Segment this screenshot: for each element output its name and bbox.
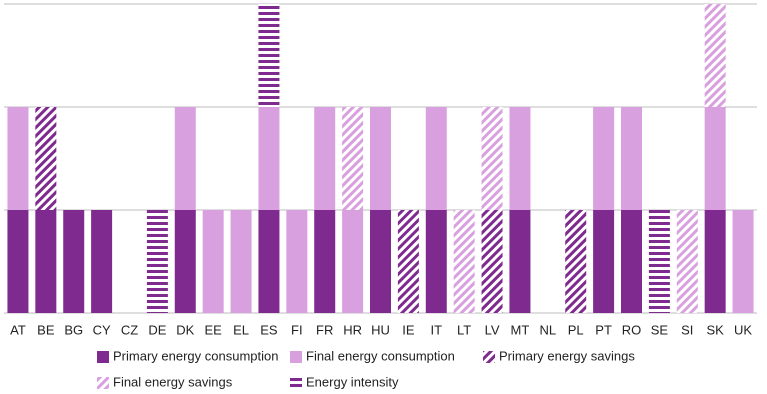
bar-segment (481, 107, 503, 210)
x-tick-label: HU (371, 322, 390, 337)
bar-segment (258, 210, 280, 313)
bar-segment (453, 210, 475, 313)
legend-label: Primary energy consumption (113, 348, 278, 363)
bar-segment (425, 107, 447, 210)
bar-segment (91, 210, 113, 313)
x-tick-label: IT (430, 322, 442, 337)
x-tick-label: EL (233, 322, 249, 337)
legend-label: Energy intensity (306, 374, 399, 389)
x-tick-label: IE (402, 322, 415, 337)
legend-swatch (483, 351, 495, 363)
x-tick-label: RO (622, 322, 642, 337)
bar-segment (342, 210, 364, 313)
x-tick-label: PT (595, 322, 612, 337)
bar-segment (314, 210, 336, 313)
bar-segment (676, 210, 698, 313)
bar-segment (593, 210, 615, 313)
bar-segment (35, 107, 57, 210)
bar-segment (704, 4, 726, 107)
bar-segment (621, 107, 642, 210)
bar-segment (63, 210, 85, 313)
bar-segment (509, 210, 531, 313)
x-tick-label: SE (651, 322, 669, 337)
x-tick-label: SI (681, 322, 693, 337)
bar-segment (7, 210, 29, 313)
bar-segment (258, 107, 280, 210)
x-tick-label: BG (64, 322, 83, 337)
bar-segment (35, 210, 57, 313)
bar-segment (7, 107, 29, 210)
x-tick-label: FI (291, 322, 303, 337)
x-tick-label: NL (540, 322, 557, 337)
x-tick-label: MT (511, 322, 530, 337)
bar-segment (481, 210, 503, 313)
bar-segment (621, 210, 642, 313)
bar-segment (732, 210, 754, 313)
bar-segment (174, 210, 196, 313)
legend-swatch (97, 377, 109, 389)
bar-segment (174, 107, 196, 210)
bar-segment (648, 210, 670, 313)
x-tick-label: LT (457, 322, 471, 337)
bar-segment (425, 210, 447, 313)
bar-segment (370, 210, 391, 313)
bar-segment (202, 210, 224, 313)
bar-segment (397, 210, 419, 313)
legend-label: Primary energy savings (499, 348, 635, 363)
x-tick-label: AT (10, 322, 26, 337)
legend-swatch (290, 351, 302, 363)
legend-label: Final energy savings (113, 374, 233, 389)
x-tick-label: ES (260, 322, 278, 337)
x-tick-label: CZ (121, 322, 138, 337)
bar-segment (286, 210, 308, 313)
x-tick-label: SK (706, 322, 724, 337)
x-tick-label: DE (148, 322, 166, 337)
bar-segment (593, 107, 615, 210)
legend-label: Final energy consumption (306, 348, 455, 363)
legend-swatch (290, 377, 302, 389)
bar-segment (565, 210, 587, 313)
legend-swatch (97, 351, 109, 363)
x-tick-label: HR (343, 322, 362, 337)
bar-segment (704, 107, 726, 210)
x-tick-label: CY (93, 322, 111, 337)
bar-segment (314, 107, 336, 210)
bar-segment (509, 107, 531, 210)
x-tick-label: LV (485, 322, 500, 337)
bar-segment (704, 210, 726, 313)
x-tick-label: BE (37, 322, 55, 337)
x-tick-label: UK (734, 322, 752, 337)
bar-segment (146, 210, 168, 313)
x-tick-label: EE (204, 322, 222, 337)
bar-segment (258, 4, 280, 107)
x-tick-label: DK (176, 322, 194, 337)
bar-segment (370, 107, 391, 210)
bar-segment (342, 107, 364, 210)
bar-segment (230, 210, 252, 313)
x-tick-label: PL (568, 322, 584, 337)
x-tick-label: FR (316, 322, 333, 337)
